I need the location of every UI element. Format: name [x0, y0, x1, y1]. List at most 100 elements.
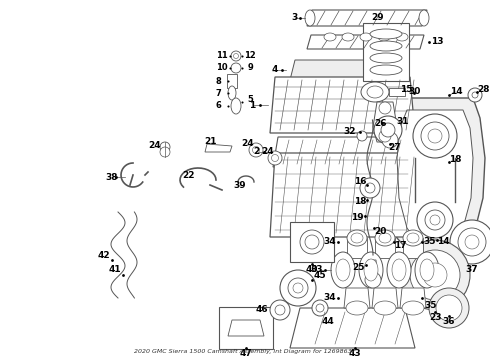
Text: 43: 43 — [349, 350, 361, 359]
Ellipse shape — [425, 210, 445, 230]
Ellipse shape — [378, 33, 390, 41]
Text: 14: 14 — [437, 238, 449, 247]
Text: 18: 18 — [354, 198, 366, 207]
Polygon shape — [375, 238, 395, 258]
Ellipse shape — [336, 259, 350, 281]
Bar — [227, 74, 237, 88]
Ellipse shape — [280, 270, 316, 306]
Ellipse shape — [436, 295, 462, 321]
Ellipse shape — [275, 305, 285, 315]
Polygon shape — [400, 288, 426, 308]
Polygon shape — [290, 60, 385, 80]
Ellipse shape — [374, 301, 396, 315]
Polygon shape — [385, 98, 485, 258]
Text: 28: 28 — [477, 85, 489, 94]
Text: 2: 2 — [253, 148, 259, 157]
Ellipse shape — [370, 41, 402, 51]
Polygon shape — [372, 288, 398, 308]
Ellipse shape — [268, 151, 282, 165]
Polygon shape — [373, 102, 397, 142]
Ellipse shape — [429, 288, 469, 328]
Text: 2020 GMC Sierra 1500 Camshaft Assembly, Int Diagram for 12698637: 2020 GMC Sierra 1500 Camshaft Assembly, … — [134, 350, 356, 355]
Text: 23: 23 — [429, 312, 441, 321]
Ellipse shape — [379, 233, 391, 243]
Ellipse shape — [305, 10, 315, 26]
Ellipse shape — [316, 304, 324, 312]
Text: 42: 42 — [98, 251, 110, 260]
Ellipse shape — [415, 252, 439, 288]
Ellipse shape — [423, 263, 447, 287]
Text: 37: 37 — [466, 266, 478, 274]
Text: 18: 18 — [449, 156, 461, 165]
Ellipse shape — [430, 215, 440, 225]
Text: 34: 34 — [324, 293, 336, 302]
Text: 20: 20 — [374, 228, 386, 237]
Ellipse shape — [231, 98, 241, 114]
Text: 31: 31 — [397, 117, 409, 126]
Text: 34: 34 — [324, 238, 336, 247]
Text: 45: 45 — [314, 271, 326, 280]
Polygon shape — [290, 308, 415, 348]
Text: 24: 24 — [262, 148, 274, 157]
Text: 24: 24 — [148, 140, 161, 149]
Text: 44: 44 — [321, 318, 334, 327]
Text: 12: 12 — [244, 51, 256, 60]
Ellipse shape — [293, 283, 303, 293]
Polygon shape — [273, 137, 408, 167]
Text: 35: 35 — [424, 238, 436, 247]
Ellipse shape — [417, 202, 453, 238]
Polygon shape — [205, 144, 232, 152]
Text: 35: 35 — [425, 302, 437, 310]
Text: 46: 46 — [256, 306, 269, 315]
Text: 41: 41 — [109, 266, 122, 274]
Ellipse shape — [160, 142, 170, 152]
Ellipse shape — [324, 33, 336, 41]
Ellipse shape — [364, 259, 378, 281]
Ellipse shape — [360, 178, 380, 198]
Ellipse shape — [365, 272, 381, 288]
Ellipse shape — [465, 235, 479, 249]
Polygon shape — [270, 153, 415, 237]
Ellipse shape — [288, 278, 308, 298]
Ellipse shape — [382, 132, 398, 148]
Ellipse shape — [360, 33, 372, 41]
Text: 11: 11 — [216, 51, 228, 60]
Ellipse shape — [392, 259, 406, 281]
Text: 19: 19 — [351, 213, 363, 222]
Text: 1: 1 — [249, 100, 255, 109]
Polygon shape — [290, 222, 334, 262]
Polygon shape — [344, 288, 370, 308]
Ellipse shape — [351, 233, 363, 243]
Text: 36: 36 — [443, 318, 455, 327]
Text: 17: 17 — [393, 240, 406, 249]
Ellipse shape — [450, 220, 490, 264]
Ellipse shape — [458, 228, 486, 256]
FancyBboxPatch shape — [363, 23, 409, 81]
Ellipse shape — [410, 250, 460, 300]
Ellipse shape — [361, 82, 389, 102]
Ellipse shape — [231, 63, 241, 73]
FancyBboxPatch shape — [219, 307, 273, 349]
Text: 26: 26 — [374, 120, 386, 129]
Ellipse shape — [407, 233, 419, 243]
Text: 16: 16 — [354, 177, 366, 186]
Ellipse shape — [357, 131, 367, 141]
Polygon shape — [307, 35, 424, 49]
Ellipse shape — [347, 230, 367, 246]
Text: 10: 10 — [216, 63, 228, 72]
Text: 15: 15 — [400, 85, 412, 94]
Polygon shape — [228, 320, 264, 336]
Bar — [389, 88, 405, 96]
Text: 47: 47 — [240, 350, 252, 359]
Text: 8: 8 — [215, 77, 221, 85]
Ellipse shape — [249, 143, 263, 157]
Text: 38: 38 — [106, 172, 118, 181]
Text: 39: 39 — [234, 180, 246, 189]
Ellipse shape — [365, 183, 375, 193]
Ellipse shape — [305, 235, 319, 249]
Ellipse shape — [421, 122, 449, 150]
Text: 6: 6 — [215, 102, 221, 111]
Text: 24: 24 — [242, 139, 254, 148]
Ellipse shape — [231, 51, 241, 61]
Ellipse shape — [428, 129, 442, 143]
